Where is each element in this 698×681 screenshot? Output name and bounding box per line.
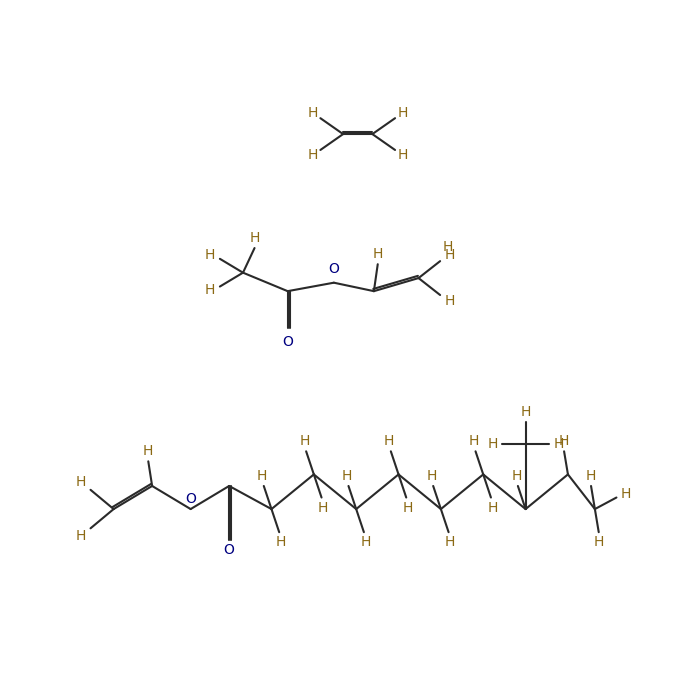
Text: H: H	[554, 437, 564, 451]
Text: H: H	[318, 501, 328, 515]
Text: H: H	[426, 469, 437, 483]
Text: H: H	[559, 434, 570, 448]
Text: H: H	[593, 535, 604, 549]
Text: O: O	[185, 492, 196, 506]
Text: H: H	[621, 487, 631, 501]
Text: H: H	[521, 405, 530, 419]
Text: H: H	[257, 469, 267, 483]
Text: H: H	[443, 240, 453, 254]
Text: O: O	[282, 335, 293, 349]
Text: H: H	[397, 106, 408, 120]
Text: H: H	[205, 248, 215, 262]
Text: H: H	[445, 535, 455, 549]
Text: H: H	[469, 434, 480, 448]
Text: H: H	[308, 106, 318, 120]
Text: H: H	[205, 283, 215, 298]
Text: H: H	[511, 469, 521, 483]
Text: O: O	[329, 262, 339, 276]
Text: H: H	[403, 501, 413, 515]
Text: H: H	[308, 148, 318, 162]
Text: H: H	[487, 501, 498, 515]
Text: O: O	[223, 543, 235, 557]
Text: H: H	[76, 475, 87, 489]
Text: H: H	[299, 434, 310, 448]
Text: H: H	[276, 535, 286, 549]
Text: H: H	[249, 231, 260, 245]
Text: H: H	[444, 294, 454, 308]
Text: H: H	[444, 248, 454, 262]
Text: H: H	[586, 469, 596, 483]
Text: H: H	[342, 469, 352, 483]
Text: H: H	[143, 444, 154, 458]
Text: H: H	[360, 535, 371, 549]
Text: H: H	[373, 247, 383, 262]
Text: H: H	[487, 437, 498, 451]
Text: H: H	[76, 529, 87, 543]
Text: H: H	[384, 434, 394, 448]
Text: H: H	[397, 148, 408, 162]
